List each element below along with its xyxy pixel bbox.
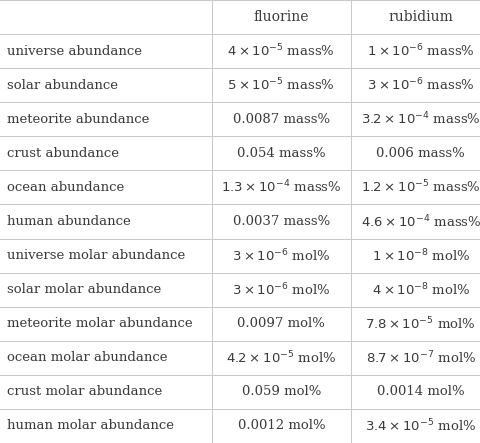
- Text: solar abundance: solar abundance: [7, 79, 118, 92]
- Text: meteorite molar abundance: meteorite molar abundance: [7, 317, 192, 330]
- Text: $3\times10^{-6}$ mass%: $3\times10^{-6}$ mass%: [366, 77, 474, 93]
- Text: $7.8\times10^{-5}$ mol%: $7.8\times10^{-5}$ mol%: [365, 315, 475, 332]
- Text: $1.3\times10^{-4}$ mass%: $1.3\times10^{-4}$ mass%: [221, 179, 341, 196]
- Text: $3\times10^{-6}$ mol%: $3\times10^{-6}$ mol%: [232, 247, 330, 264]
- Text: solar molar abundance: solar molar abundance: [7, 283, 161, 296]
- Text: human abundance: human abundance: [7, 215, 131, 228]
- Text: universe abundance: universe abundance: [7, 45, 142, 58]
- Text: universe molar abundance: universe molar abundance: [7, 249, 185, 262]
- Text: $4.2\times10^{-5}$ mol%: $4.2\times10^{-5}$ mol%: [226, 350, 336, 366]
- Text: $3\times10^{-6}$ mol%: $3\times10^{-6}$ mol%: [232, 281, 330, 298]
- Text: 0.0012 mol%: 0.0012 mol%: [237, 420, 324, 432]
- Text: $3.4\times10^{-5}$ mol%: $3.4\times10^{-5}$ mol%: [364, 418, 476, 434]
- Text: crust abundance: crust abundance: [7, 147, 119, 160]
- Text: 0.059 mol%: 0.059 mol%: [241, 385, 321, 398]
- Text: 0.0087 mass%: 0.0087 mass%: [232, 113, 329, 126]
- Text: 0.0037 mass%: 0.0037 mass%: [232, 215, 329, 228]
- Text: fluorine: fluorine: [253, 10, 309, 24]
- Text: $4.6\times10^{-4}$ mass%: $4.6\times10^{-4}$ mass%: [360, 213, 480, 230]
- Text: $1.2\times10^{-5}$ mass%: $1.2\times10^{-5}$ mass%: [360, 179, 480, 196]
- Text: meteorite abundance: meteorite abundance: [7, 113, 149, 126]
- Text: ocean molar abundance: ocean molar abundance: [7, 351, 168, 364]
- Text: $3.2\times10^{-4}$ mass%: $3.2\times10^{-4}$ mass%: [360, 111, 480, 128]
- Text: $1\times10^{-8}$ mol%: $1\times10^{-8}$ mol%: [371, 247, 469, 264]
- Text: 0.006 mass%: 0.006 mass%: [376, 147, 464, 160]
- Text: human molar abundance: human molar abundance: [7, 420, 174, 432]
- Text: $4\times10^{-8}$ mol%: $4\times10^{-8}$ mol%: [371, 281, 469, 298]
- Text: $4\times10^{-5}$ mass%: $4\times10^{-5}$ mass%: [227, 43, 335, 59]
- Text: 0.0097 mol%: 0.0097 mol%: [237, 317, 324, 330]
- Text: $8.7\times10^{-7}$ mol%: $8.7\times10^{-7}$ mol%: [365, 350, 475, 366]
- Text: rubidium: rubidium: [388, 10, 452, 24]
- Text: 0.054 mass%: 0.054 mass%: [237, 147, 325, 160]
- Text: crust molar abundance: crust molar abundance: [7, 385, 162, 398]
- Text: ocean abundance: ocean abundance: [7, 181, 124, 194]
- Text: $1\times10^{-6}$ mass%: $1\times10^{-6}$ mass%: [366, 43, 474, 59]
- Text: $5\times10^{-5}$ mass%: $5\times10^{-5}$ mass%: [227, 77, 335, 93]
- Text: 0.0014 mol%: 0.0014 mol%: [376, 385, 464, 398]
